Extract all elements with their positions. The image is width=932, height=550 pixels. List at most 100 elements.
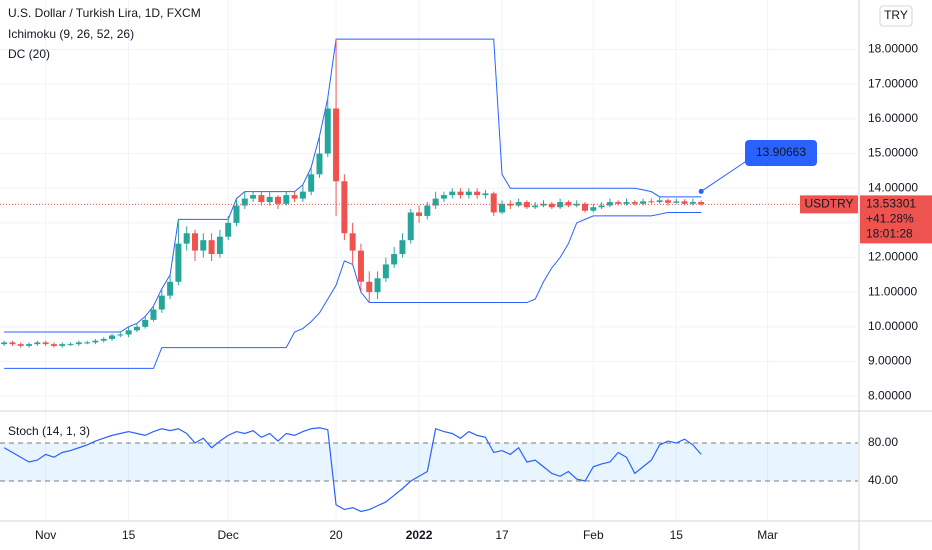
- candle-body: [299, 191, 306, 199]
- candle-body: [200, 240, 207, 251]
- candle-body: [598, 205, 605, 208]
- candle-body: [474, 191, 481, 196]
- candle-body: [557, 202, 564, 208]
- candle-body: [416, 212, 423, 216]
- candle-body: [216, 236, 223, 255]
- candle-body: [75, 342, 82, 345]
- candle-body: [175, 243, 182, 282]
- candle-body: [374, 278, 381, 293]
- candle-body: [167, 281, 174, 296]
- candle-body: [158, 295, 165, 310]
- candle-body: [333, 108, 340, 182]
- x-tick-label: Feb: [583, 528, 604, 542]
- candle-body: [84, 342, 91, 344]
- annotation-label: 13.90663: [756, 145, 806, 159]
- candle-body: [9, 342, 16, 345]
- candle-body: [341, 181, 348, 234]
- candle-body: [681, 201, 688, 204]
- stoch-line: [3, 427, 702, 513]
- candle-body: [424, 205, 431, 216]
- candle-body: [615, 202, 622, 204]
- candle-body: [490, 193, 497, 213]
- y-tick-label: 80.00: [868, 435, 898, 449]
- candle-body: [283, 195, 290, 204]
- candle-body: [366, 281, 373, 293]
- candle-body: [656, 200, 663, 203]
- candle-body: [225, 222, 232, 237]
- candle-body: [482, 193, 489, 196]
- annotation-leader: [700, 159, 749, 192]
- candle-body: [698, 202, 705, 205]
- symbol: USDTRY: [804, 197, 853, 211]
- candle-body: [308, 174, 315, 192]
- candle-body: [258, 195, 265, 203]
- x-tick-label: Mar: [757, 528, 778, 542]
- x-tick-label: 15: [670, 528, 684, 542]
- candle-body: [689, 202, 696, 204]
- currency: TRY: [884, 8, 908, 22]
- candle-body: [109, 335, 116, 339]
- candle-body: [250, 195, 257, 199]
- candle-body: [399, 240, 406, 255]
- indicator-label: Ichimoku (9, 26, 52, 26): [8, 27, 134, 41]
- candle-body: [233, 205, 240, 223]
- y-tick-label: 16.00000: [868, 111, 918, 125]
- x-tick-label: 15: [122, 528, 136, 542]
- candle-body: [590, 207, 597, 211]
- candle-body: [606, 202, 613, 206]
- countdown: 18:01:28: [866, 227, 913, 241]
- candle-body: [142, 319, 149, 327]
- indicator-label: DC (20): [8, 47, 50, 61]
- y-tick-label: 9.00000: [868, 354, 912, 368]
- x-tick-label: Dec: [218, 528, 239, 542]
- candle-body: [316, 153, 323, 175]
- x-tick-label: 20: [329, 528, 343, 542]
- y-tick-label: 12.00000: [868, 250, 918, 264]
- candle-body: [34, 342, 41, 345]
- y-tick-label: 15.00000: [868, 146, 918, 160]
- candle-body: [640, 201, 647, 204]
- candle-body: [357, 250, 364, 282]
- candle-body: [50, 344, 57, 346]
- candle-body: [291, 195, 298, 199]
- candle-body: [266, 196, 273, 203]
- candle-body: [208, 240, 215, 255]
- dc-upper: [4, 38, 702, 333]
- change: +41.28%: [866, 212, 914, 226]
- y-tick-label: 10.00000: [868, 319, 918, 333]
- candle-body: [523, 202, 530, 208]
- candle-body: [349, 233, 356, 251]
- candle-body: [59, 344, 66, 346]
- candle-body: [565, 202, 572, 206]
- candle-body: [648, 201, 655, 203]
- candle-body: [631, 202, 638, 204]
- candle-body: [241, 198, 248, 206]
- x-tick-label: 2022: [406, 528, 433, 542]
- last-price: 13.53301: [866, 197, 916, 211]
- candle-body: [1, 342, 8, 345]
- candle-body: [42, 342, 49, 345]
- plot: [0, 38, 858, 513]
- candle-body: [150, 309, 157, 320]
- candle-body: [67, 344, 74, 346]
- y-tick-label: 11.00000: [868, 284, 917, 298]
- candle-body: [457, 191, 464, 196]
- currency-badge[interactable]: [879, 5, 913, 27]
- dc-lower: [4, 211, 702, 369]
- x-tick-label: Nov: [35, 528, 56, 542]
- symbol-badge: [800, 195, 858, 214]
- y-tick-label: 18.00000: [868, 42, 918, 56]
- price-badge: [860, 195, 932, 244]
- candle-body: [92, 340, 99, 343]
- y-tick-label: 40.00: [868, 473, 898, 487]
- candle-body: [623, 202, 630, 204]
- candle-body: [449, 191, 456, 196]
- candle-body: [192, 233, 198, 251]
- candle-body: [673, 201, 680, 203]
- candle-body: [465, 191, 472, 196]
- chart-title: U.S. Dollar / Turkish Lira, 1D, FXCM: [8, 6, 201, 20]
- y-tick-label: 8.00000: [868, 388, 912, 402]
